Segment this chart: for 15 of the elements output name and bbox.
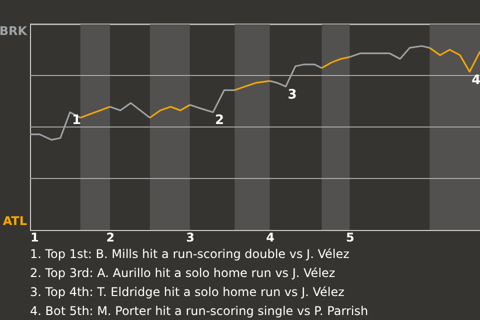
text: ATL [2,214,28,228]
text: 4. Bot 5th: M. Porter hit a run-scoring single vs P. Parrish [30,304,368,318]
x-tick-label: 4 [266,230,274,244]
x-tick-label: 3 [186,230,195,244]
text: 1. Top 1st: B. Mills hit a run-scoring double vs J. Vélez [30,247,350,261]
annotation: 1 [72,113,82,128]
x-tick-label: 1 [30,230,39,244]
annotation: 4 [472,72,480,88]
text: 2. Top 3rd: A. Aurillo hit a solo home run vs J. Vélez [30,266,336,280]
text: BRK [0,24,28,38]
x-tick-label: 2 [106,230,115,244]
annotation: 2 [215,113,224,128]
text: 3. Top 4th: T. Eldridge hit a solo home run vs J. Vélez [30,285,344,299]
x-tick-label: 5 [346,230,354,244]
annotation: 3 [288,87,297,102]
